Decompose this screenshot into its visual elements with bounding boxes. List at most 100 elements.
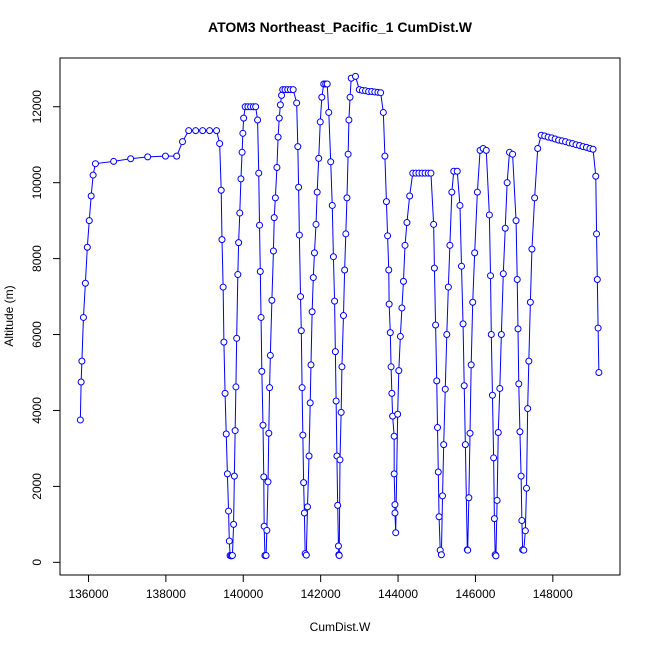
y-tick-label: 10000 — [30, 166, 44, 200]
data-point — [216, 140, 224, 148]
data-point — [487, 331, 495, 339]
data-point — [517, 472, 525, 480]
data-point — [278, 91, 286, 99]
data-point — [339, 312, 347, 320]
data-point — [331, 348, 339, 356]
data-point — [525, 357, 533, 365]
data-point — [161, 152, 169, 160]
y-tick-label: 8000 — [30, 245, 44, 272]
data-point — [206, 127, 214, 135]
data-point — [299, 431, 307, 439]
data-point — [501, 224, 509, 232]
data-point — [593, 275, 601, 283]
data-point — [471, 249, 479, 257]
data-point — [467, 361, 475, 369]
data-point — [334, 542, 342, 550]
data-point — [185, 127, 193, 135]
data-point — [497, 331, 505, 339]
data-point — [268, 296, 276, 304]
data-point — [329, 253, 337, 261]
data-point — [264, 478, 272, 486]
data-point — [255, 169, 263, 177]
data-point — [534, 145, 542, 153]
data-point — [323, 80, 331, 88]
data-point — [256, 268, 264, 276]
data-point — [487, 272, 495, 280]
data-point — [398, 304, 406, 312]
data-point — [515, 380, 523, 388]
data-point — [440, 441, 448, 449]
data-point — [325, 108, 333, 116]
data-point — [335, 551, 343, 559]
data-point — [310, 249, 318, 257]
data-point — [592, 172, 600, 180]
data-point — [459, 320, 467, 328]
data-point — [83, 243, 91, 251]
data-point — [430, 264, 438, 272]
data-point — [488, 391, 496, 399]
data-point — [509, 150, 517, 158]
data-point — [298, 384, 306, 392]
data-point — [351, 72, 359, 80]
data-point — [77, 378, 85, 386]
data-point — [331, 297, 339, 305]
x-tick-label: 138000 — [146, 587, 186, 601]
data-point — [406, 192, 414, 200]
data-point — [240, 114, 248, 122]
data-point — [465, 494, 473, 502]
x-tick-label: 140000 — [223, 587, 263, 601]
data-point — [388, 389, 396, 397]
chart-title: ATOM3 Northeast_Pacific_1 CumDist.W — [208, 19, 473, 35]
x-tick-label: 142000 — [301, 587, 341, 601]
data-point — [521, 527, 529, 535]
data-point — [239, 129, 247, 137]
data-point — [305, 452, 313, 460]
data-point — [252, 103, 260, 111]
data-point — [439, 492, 447, 500]
data-point — [379, 108, 387, 116]
data-point — [199, 127, 207, 135]
x-axis-label: CumDist.W — [310, 620, 371, 634]
data-point — [492, 552, 500, 560]
data-point — [144, 153, 152, 161]
data-point — [448, 188, 456, 196]
data-point — [524, 405, 532, 413]
data-point — [390, 432, 398, 440]
series-line — [79, 75, 600, 558]
data-point — [503, 179, 511, 187]
x-tick-label: 148000 — [533, 587, 573, 601]
data-point — [312, 220, 320, 228]
data-point — [385, 300, 393, 308]
data-point — [346, 93, 354, 101]
data-point — [289, 86, 297, 94]
y-tick-label: 6000 — [30, 321, 44, 348]
data-point — [482, 146, 490, 154]
data-point — [494, 428, 502, 436]
data-point — [490, 454, 498, 462]
data-point — [441, 385, 449, 393]
data-point — [469, 298, 477, 306]
data-point — [341, 266, 349, 274]
data-point — [328, 201, 336, 209]
data-point — [127, 155, 135, 163]
x-tick-label: 136000 — [68, 587, 108, 601]
data-point — [173, 152, 181, 160]
data-point — [499, 270, 507, 278]
data-point — [225, 507, 233, 515]
data-point — [300, 509, 308, 517]
data-point — [337, 408, 345, 416]
data-point — [217, 186, 225, 194]
data-point — [233, 334, 241, 342]
data-point — [192, 127, 200, 135]
data-point — [460, 382, 468, 390]
data-point — [390, 470, 398, 478]
data-point — [221, 389, 229, 397]
data-point — [403, 219, 411, 227]
data-point — [401, 241, 409, 249]
data-point — [392, 529, 400, 537]
data-point — [260, 473, 268, 481]
data-point — [526, 298, 534, 306]
data-point — [273, 163, 281, 171]
data-point — [391, 501, 399, 509]
data-point — [225, 537, 233, 545]
